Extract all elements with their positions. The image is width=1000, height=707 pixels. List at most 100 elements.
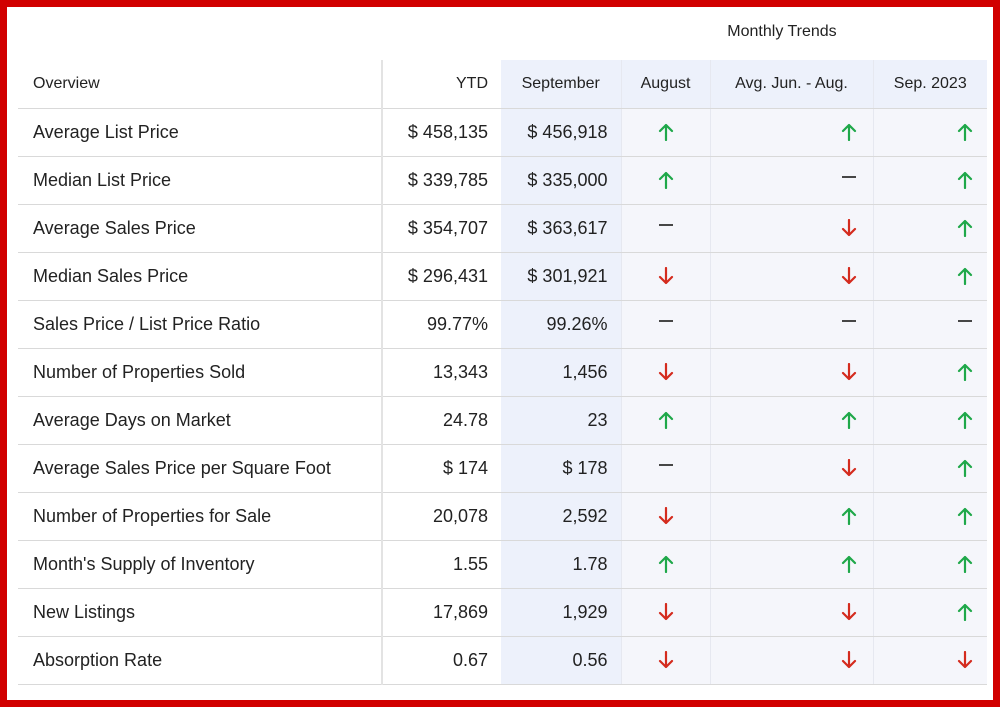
arrow-up-icon — [957, 218, 973, 238]
september-value: 1,456 — [501, 348, 621, 397]
row-label: Average Days on Market — [18, 396, 383, 445]
sep2023-trend — [872, 444, 987, 493]
col-header-avg-jun-aug: Avg. Jun. - Aug. — [709, 60, 873, 109]
sep2023-trend — [872, 300, 987, 349]
table-row: Average Days on Market 24.78 23 — [18, 396, 987, 445]
arrow-up-icon — [957, 602, 973, 622]
table-row: Number of Properties for Sale 20,078 2,592 — [18, 492, 987, 541]
september-value: 1.78 — [501, 540, 621, 589]
table-row: Average List Price $ 458,135 $ 456,918 — [18, 108, 987, 157]
september-value: 0.56 — [501, 636, 621, 685]
arrow-down-icon — [658, 602, 674, 622]
header-row: Overview YTD September August Avg. Jun. … — [18, 60, 987, 109]
arrow-down-icon — [658, 506, 674, 526]
row-label: Sales Price / List Price Ratio — [18, 300, 383, 349]
august-trend — [620, 204, 710, 253]
arrow-down-icon — [841, 218, 857, 238]
row-label: Absorption Rate — [18, 636, 383, 685]
table-row: Median Sales Price $ 296,431 $ 301,921 — [18, 252, 987, 301]
table-row: Month's Supply of Inventory 1.55 1.78 — [18, 540, 987, 589]
september-value: $ 178 — [501, 444, 621, 493]
arrow-up-icon — [658, 410, 674, 430]
august-trend — [620, 300, 710, 349]
arrow-down-icon — [841, 650, 857, 670]
table-row: Average Sales Price $ 354,707 $ 363,617 — [18, 204, 987, 253]
august-trend — [620, 588, 710, 637]
ytd-value: 17,869 — [382, 588, 501, 637]
avg-trend — [709, 492, 873, 541]
col-header-ytd: YTD — [382, 60, 501, 109]
ytd-value: 1.55 — [382, 540, 501, 589]
ytd-value: $ 174 — [382, 444, 501, 493]
arrow-down-icon — [841, 362, 857, 382]
arrow-down-icon — [957, 650, 973, 670]
ytd-value: $ 354,707 — [382, 204, 501, 253]
avg-trend — [709, 300, 873, 349]
sep2023-trend — [872, 540, 987, 589]
market-trends-table: Overview YTD September August Avg. Jun. … — [18, 60, 987, 685]
monthly-trends-title: Monthly Trends — [727, 23, 837, 40]
avg-trend — [709, 108, 873, 157]
arrow-up-icon — [658, 554, 674, 574]
arrow-up-icon — [841, 554, 857, 574]
ytd-value: 20,078 — [382, 492, 501, 541]
dash-icon — [841, 314, 857, 334]
col-header-august: August — [620, 60, 710, 109]
table-row: Median List Price $ 339,785 $ 335,000 — [18, 156, 987, 205]
september-value: $ 335,000 — [501, 156, 621, 205]
august-trend — [620, 636, 710, 685]
arrow-up-icon — [957, 506, 973, 526]
avg-trend — [709, 444, 873, 493]
ytd-value: $ 296,431 — [382, 252, 501, 301]
ytd-value: $ 339,785 — [382, 156, 501, 205]
september-value: $ 363,617 — [501, 204, 621, 253]
sep2023-trend — [872, 348, 987, 397]
august-trend — [620, 540, 710, 589]
sep2023-trend — [872, 396, 987, 445]
september-value: 1,929 — [501, 588, 621, 637]
col-header-sep-2023: Sep. 2023 — [872, 60, 987, 109]
row-label: Average List Price — [18, 108, 383, 157]
august-trend — [620, 348, 710, 397]
arrow-down-icon — [658, 266, 674, 286]
table-row: Absorption Rate 0.67 0.56 — [18, 636, 987, 685]
avg-trend — [709, 636, 873, 685]
arrow-down-icon — [658, 650, 674, 670]
ytd-value: 99.77% — [382, 300, 501, 349]
august-trend — [620, 396, 710, 445]
september-value: 2,592 — [501, 492, 621, 541]
dash-icon — [658, 218, 674, 238]
arrow-down-icon — [658, 362, 674, 382]
row-label: Number of Properties for Sale — [18, 492, 383, 541]
arrow-up-icon — [841, 506, 857, 526]
avg-trend — [709, 204, 873, 253]
september-value: 99.26% — [501, 300, 621, 349]
arrow-up-icon — [957, 122, 973, 142]
dash-icon — [957, 314, 973, 334]
avg-trend — [709, 540, 873, 589]
avg-trend — [709, 252, 873, 301]
august-trend — [620, 492, 710, 541]
september-value: $ 456,918 — [501, 108, 621, 157]
ytd-value: $ 458,135 — [382, 108, 501, 157]
arrow-up-icon — [841, 122, 857, 142]
arrow-up-icon — [957, 458, 973, 478]
row-label: Median List Price — [18, 156, 383, 205]
sep2023-trend — [872, 204, 987, 253]
arrow-up-icon — [957, 266, 973, 286]
arrow-down-icon — [841, 602, 857, 622]
row-label: Month's Supply of Inventory — [18, 540, 383, 589]
arrow-up-icon — [957, 362, 973, 382]
arrow-down-icon — [841, 458, 857, 478]
arrow-up-icon — [841, 410, 857, 430]
row-label: Median Sales Price — [18, 252, 383, 301]
ytd-value: 0.67 — [382, 636, 501, 685]
row-label: Average Sales Price per Square Foot — [18, 444, 383, 493]
sep2023-trend — [872, 492, 987, 541]
sep2023-trend — [872, 636, 987, 685]
arrow-up-icon — [658, 170, 674, 190]
dash-icon — [658, 314, 674, 334]
august-trend — [620, 156, 710, 205]
august-trend — [620, 108, 710, 157]
table-row: Sales Price / List Price Ratio 99.77% 99.2… — [18, 300, 987, 349]
